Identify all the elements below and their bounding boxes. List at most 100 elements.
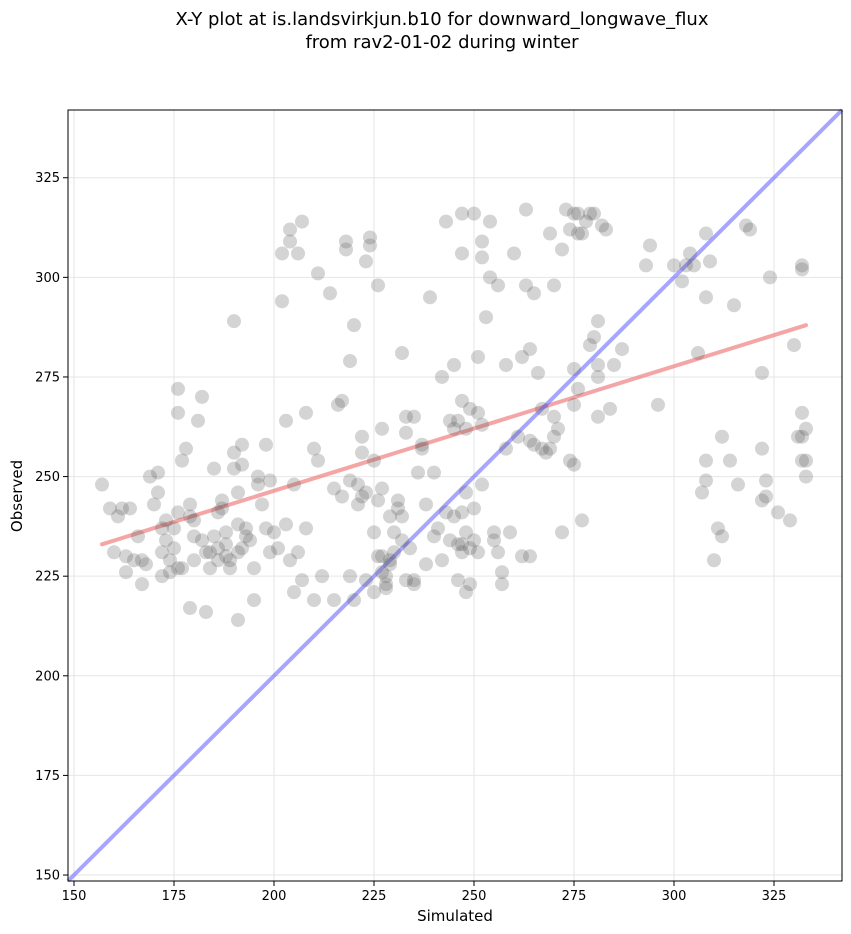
scatter-point — [491, 545, 505, 560]
scatter-point — [759, 489, 773, 504]
scatter-point — [235, 437, 249, 452]
scatter-point — [279, 413, 293, 428]
scatter-point — [171, 505, 185, 520]
scatter-point — [563, 453, 577, 468]
scatter-point — [199, 605, 213, 620]
y-axis-label: Observed — [8, 460, 26, 532]
scatter-point — [271, 541, 285, 556]
scatter-point — [463, 401, 477, 416]
scatter-point — [211, 541, 225, 556]
scatter-point — [795, 405, 809, 420]
scatter-point — [543, 226, 557, 241]
scatter-point — [235, 541, 249, 556]
scatter-point — [355, 489, 369, 504]
scatter-point — [175, 453, 189, 468]
scatter-point — [155, 545, 169, 560]
scatter-point — [339, 242, 353, 257]
scatter-point — [515, 549, 529, 564]
scatter-point — [703, 254, 717, 269]
scatter-point — [407, 577, 421, 592]
scatter-point — [207, 529, 221, 544]
scatter-point — [591, 409, 605, 424]
y-tick-label: 250 — [35, 470, 60, 485]
scatter-point — [203, 545, 217, 560]
scatter-point — [391, 493, 405, 508]
scatter-point — [359, 485, 373, 500]
scatter-point — [143, 469, 157, 484]
scatter-point — [567, 206, 581, 221]
scatter-point — [555, 525, 569, 540]
scatter-point — [163, 553, 177, 568]
points-group — [95, 202, 813, 628]
scatter-point — [375, 481, 389, 496]
scatter-point — [355, 429, 369, 444]
scatter-point — [591, 369, 605, 384]
scatter-point — [639, 258, 653, 273]
scatter-point — [359, 254, 373, 269]
scatter-point — [475, 417, 489, 432]
scatter-point — [283, 222, 297, 237]
scatter-point — [311, 453, 325, 468]
scatter-point — [403, 541, 417, 556]
y-tick-label: 200 — [35, 669, 60, 684]
scatter-point — [363, 238, 377, 253]
scatter-point — [151, 465, 165, 480]
x-tick-label: 275 — [562, 889, 587, 904]
scatter-point — [251, 477, 265, 492]
scatter-point — [471, 405, 485, 420]
y-tick-label: 175 — [35, 769, 60, 784]
scatter-point — [155, 521, 169, 536]
scatter-point — [439, 214, 453, 229]
x-tick-label: 200 — [262, 889, 287, 904]
scatter-point — [287, 477, 301, 492]
scatter-point — [511, 429, 525, 444]
y-tick-label: 300 — [35, 271, 60, 286]
scatter-point — [787, 338, 801, 353]
scatter-point — [395, 509, 409, 524]
x-tick-label: 325 — [762, 889, 787, 904]
scatter-point — [451, 573, 465, 588]
scatter-point — [715, 429, 729, 444]
scatter-point — [523, 342, 537, 357]
scatter-point — [715, 529, 729, 544]
scatter-point — [295, 214, 309, 229]
scatter-point — [567, 361, 581, 376]
scatter-point — [503, 525, 517, 540]
scatter-point — [187, 553, 201, 568]
scatter-point — [419, 497, 433, 512]
scatter-point — [475, 250, 489, 265]
y-tick-label: 275 — [35, 370, 60, 385]
scatter-point — [311, 266, 325, 281]
scatter-point — [571, 381, 585, 396]
scatter-point — [367, 585, 381, 600]
scatter-point — [227, 314, 241, 329]
scatter-point — [283, 234, 297, 249]
scatter-point — [731, 477, 745, 492]
scatter-point — [519, 278, 533, 293]
scatter-point — [275, 294, 289, 309]
scatter-point — [399, 573, 413, 588]
ticks-group: 150 175 200 225 250 275 300 325 150 175 200 225 250 2… — [35, 171, 786, 904]
x-tick-label: 225 — [362, 889, 387, 904]
scatter-point — [107, 545, 121, 560]
scatter-point — [383, 557, 397, 572]
scatter-point — [343, 473, 357, 488]
scatter-point — [351, 497, 365, 512]
scatter-point — [323, 286, 337, 301]
scatter-point — [515, 350, 529, 365]
scatter-point — [375, 421, 389, 436]
scatter-point — [183, 497, 197, 512]
scatter-point — [171, 405, 185, 420]
scatter-point — [519, 202, 533, 217]
scatter-point — [327, 593, 341, 608]
scatter-point — [547, 409, 561, 424]
scatter-point — [483, 270, 497, 285]
scatter-point — [207, 461, 221, 476]
scatter-point — [571, 206, 585, 221]
scatter-point — [523, 433, 537, 448]
scatter-point — [151, 485, 165, 500]
scatter-point — [583, 206, 597, 221]
scatter-point — [359, 573, 373, 588]
scatter-point — [243, 533, 257, 548]
scatter-point — [239, 529, 253, 544]
